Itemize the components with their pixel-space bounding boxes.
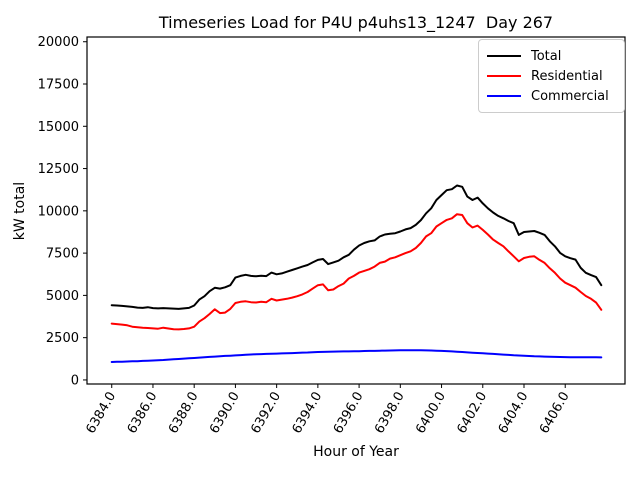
- x-tick-label: 6402.0: [454, 390, 490, 437]
- x-tick-label: 6392.0: [248, 390, 284, 437]
- x-tick-label: 6398.0: [372, 390, 408, 437]
- x-tick-label: 6400.0: [413, 390, 449, 437]
- plot-border: [86, 36, 626, 385]
- y-tick-label: 15000: [38, 120, 79, 135]
- y-tick-label: 2500: [46, 331, 79, 346]
- x-tick-label: 6384.0: [83, 390, 119, 437]
- series-line-commercial: [110, 349, 603, 363]
- y-tick-label: 20000: [38, 35, 79, 50]
- legend: Total Residential Commercial: [478, 39, 625, 113]
- series-line-residential: [110, 213, 603, 331]
- y-tick-label: 10000: [38, 204, 79, 219]
- legend-entry-commercial: Commercial: [487, 86, 616, 106]
- x-tick-label: 6390.0: [207, 390, 243, 437]
- y-tick-label: 5000: [46, 289, 79, 304]
- legend-label-commercial: Commercial: [531, 88, 609, 104]
- legend-entry-residential: Residential: [487, 66, 616, 86]
- y-axis-label: kW total: [12, 181, 28, 241]
- y-tick-label: 7500: [46, 247, 79, 262]
- legend-entry-total: Total: [487, 46, 616, 66]
- x-axis-label: Hour of Year: [313, 444, 399, 460]
- y-tick-label: 0: [71, 373, 79, 388]
- series-line-total: [110, 184, 603, 310]
- legend-label-total: Total: [531, 48, 562, 64]
- legend-line-commercial: [487, 95, 521, 97]
- legend-line-residential: [487, 75, 521, 77]
- x-tick-label: 6404.0: [496, 390, 532, 437]
- y-tick-label: 12500: [38, 162, 79, 177]
- x-tick-label: 6406.0: [537, 390, 573, 437]
- x-tick-label: 6386.0: [125, 390, 161, 437]
- x-tick-label: 6396.0: [331, 390, 367, 437]
- legend-label-residential: Residential: [531, 68, 603, 84]
- y-tick-label: 17500: [38, 78, 79, 93]
- x-tick-label: 6394.0: [290, 390, 326, 437]
- legend-line-total: [487, 55, 521, 57]
- x-tick-label: 6388.0: [166, 390, 202, 437]
- chart-title: Timeseries Load for P4U p4uhs13_1247 Day…: [158, 13, 554, 32]
